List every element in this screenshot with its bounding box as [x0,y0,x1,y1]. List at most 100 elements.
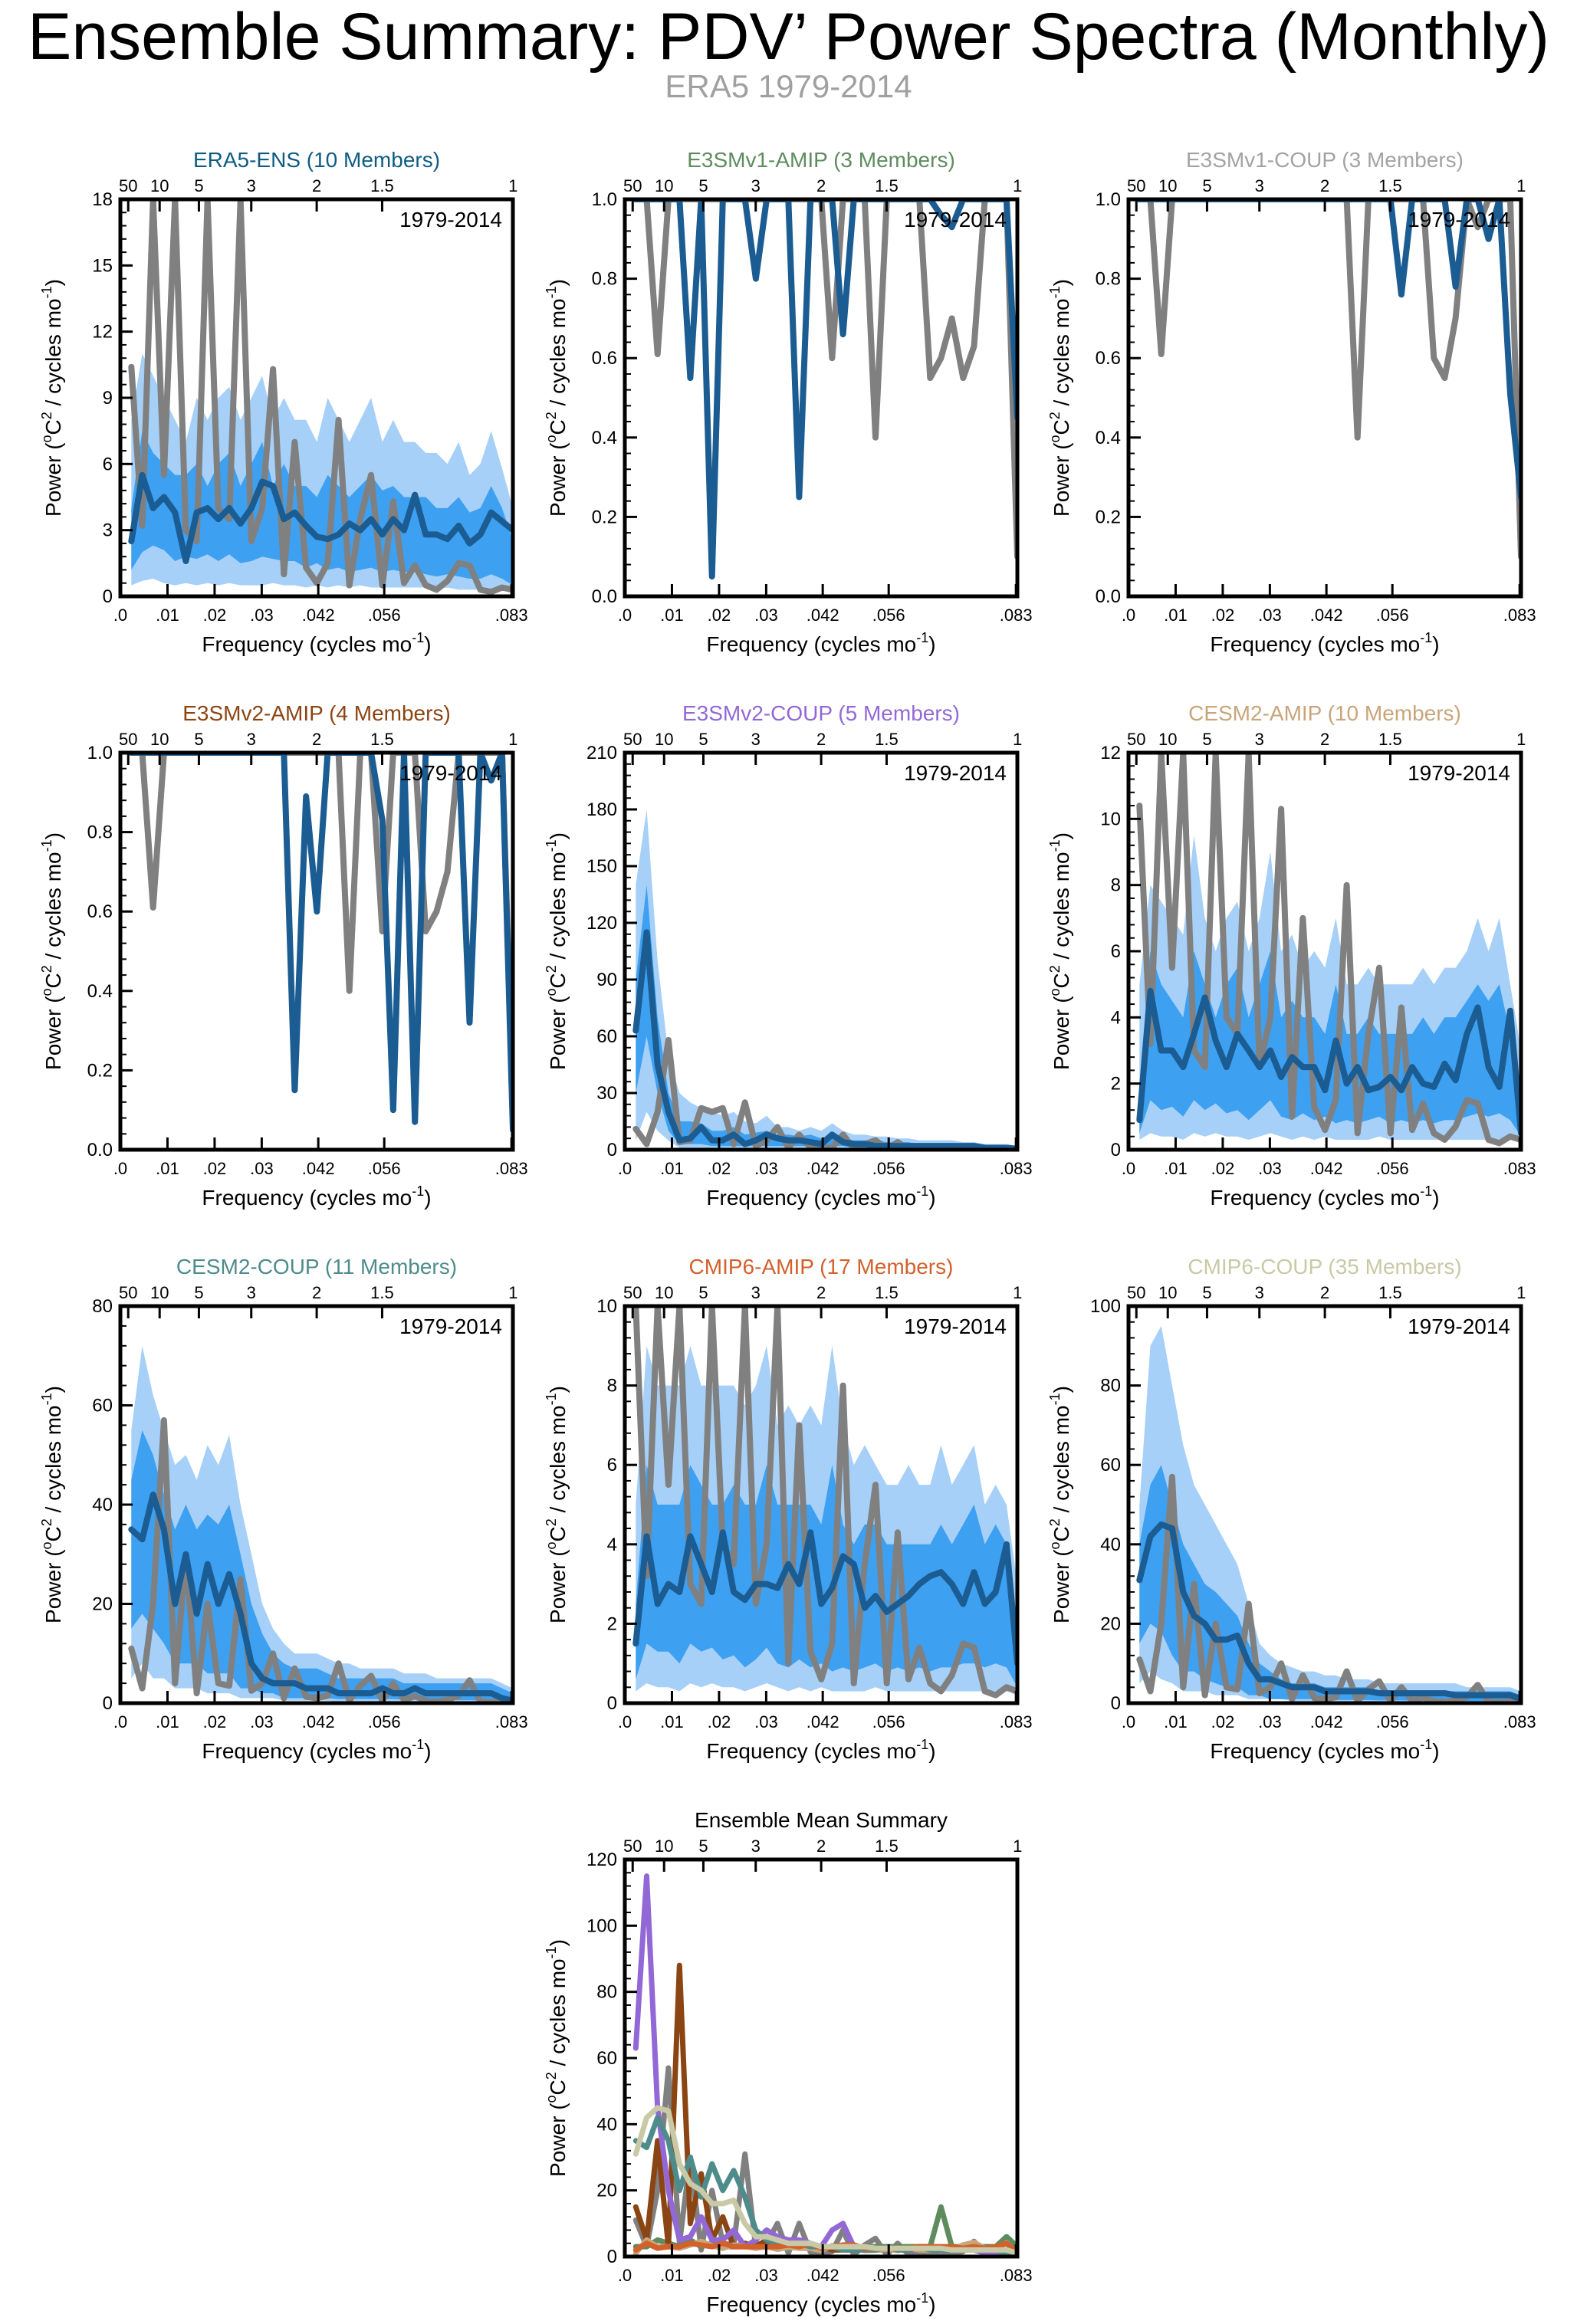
plot-area [128,1345,513,1703]
y-axis-label: Power (oC2 / cycles mo-1) [544,1939,570,2177]
plot-area [632,1873,1017,2257]
top-tick-label: 10 [1158,176,1177,195]
x-tick-label: .03 [1258,606,1282,625]
top-tick-label: 50 [119,1283,137,1302]
page-title: Ensemble Summary: PDV’ Power Spectra (Mo… [27,0,1549,74]
y-tick-label: 20 [1100,1613,1121,1634]
x-axis-label: Frequency (cycles mo-1) [1210,1737,1439,1763]
y-tick-label: 80 [92,1296,113,1317]
observation-line [128,199,513,596]
y-tick-label: 0.2 [87,1060,113,1081]
spread-band-outer [1139,1325,1521,1703]
top-tick-label: 3 [247,730,256,749]
y-tick-label: 0 [607,2247,617,2267]
y-tick-label: 9 [103,388,113,409]
x-tick-label: .0 [1122,1712,1135,1732]
top-tick-label: 5 [698,1837,708,1856]
x-tick-label: .042 [1310,1159,1343,1178]
x-tick-label: .02 [708,1159,731,1178]
y-axis-label: Power (oC2 / cycles mo-1) [1047,279,1073,517]
x-axis-label: Frequency (cycles mo-1) [202,1183,431,1210]
y-axis-label: Power (oC2 / cycles mo-1) [39,279,65,517]
top-tick-label: 10 [1158,730,1177,749]
x-tick-label: .0 [618,606,632,625]
x-tick-label: .01 [660,1712,684,1732]
x-tick-label: .01 [156,1712,179,1732]
top-tick-label: 1 [1013,730,1022,749]
x-axis-label: Frequency (cycles mo-1) [706,630,935,656]
top-tick-label: 1.5 [875,730,899,749]
y-tick-label: 40 [1100,1535,1121,1555]
y-tick-label: 40 [596,2114,617,2135]
top-tick-label: 50 [119,176,137,195]
ensemble-mean-line [1136,199,1521,501]
x-axis-label: Frequency (cycles mo-1) [706,1737,935,1763]
y-tick-label: 12 [92,322,113,343]
top-tick-label: 50 [1127,1283,1145,1302]
y-axis-label: Power (oC2 / cycles mo-1) [544,832,570,1070]
top-tick-label: 50 [623,730,642,749]
plot-area [632,1306,1017,1699]
y-tick-label: 1.0 [592,189,617,210]
top-tick-label: 3 [751,1283,761,1302]
x-tick-label: .01 [1164,1712,1188,1732]
top-tick-label: 1 [1516,730,1526,749]
model-mean-line [632,2065,1017,2257]
top-tick-label: 5 [698,1283,708,1302]
top-tick-label: 1.5 [875,1837,899,1856]
plot-frame [623,750,1020,1152]
y-tick-label: 0.0 [592,586,617,607]
x-tick-label: .01 [660,606,684,625]
top-tick-label: 2 [1320,1283,1329,1302]
x-tick-label: .0 [618,1712,632,1732]
top-tick-label: 50 [1127,730,1145,749]
observation-line [632,1306,1017,1699]
period-label: 1979-2014 [1408,761,1510,785]
plot-area [1136,199,1521,560]
x-tick-label: .02 [203,606,227,625]
top-tick-label: 1.5 [875,176,899,195]
x-tick-label: .042 [807,606,839,625]
x-tick-label: .083 [1000,606,1033,625]
y-tick-label: 40 [92,1495,113,1515]
spread-band-inner [131,1430,513,1702]
y-tick-label: 0.8 [1096,269,1121,290]
top-tick-label: 1 [1516,1283,1526,1302]
top-tick-label: 2 [312,1283,321,1302]
observation-line [632,199,1017,560]
top-tick-label: 5 [1202,730,1211,749]
x-tick-label: .01 [1164,1159,1188,1178]
y-tick-label: 1.0 [1096,189,1121,210]
y-axis-label: Power (oC2 / cycles mo-1) [544,1386,570,1623]
x-tick-label: .01 [660,2266,684,2285]
x-tick-label: .02 [708,2266,731,2285]
y-tick-label: 100 [1090,1296,1121,1317]
ensemble-mean-line [1136,987,1521,1137]
x-tick-label: .083 [1503,1159,1536,1178]
top-tick-label: 10 [150,176,169,195]
y-tick-label: 20 [92,1594,113,1615]
top-tick-label: 5 [1202,1283,1211,1302]
plot-area [632,199,1017,580]
y-tick-label: 90 [596,970,617,990]
top-tick-label: 5 [698,730,708,749]
panel-title: Ensemble Mean Summary [695,1808,948,1832]
top-tick-label: 2 [1320,176,1329,195]
y-tick-label: 120 [586,913,617,934]
x-tick-label: .042 [1310,606,1343,625]
x-tick-label: .056 [368,1159,401,1178]
x-tick-label: .056 [872,606,905,625]
y-tick-label: 0 [1111,1140,1121,1160]
y-tick-label: 12 [1100,743,1121,763]
x-axis-label: Frequency (cycles mo-1) [202,1737,431,1763]
ensemble-mean-line [632,1529,1017,1667]
top-tick-label: 2 [816,176,826,195]
x-tick-label: .056 [872,1159,905,1178]
y-tick-label: 0.0 [1096,586,1121,607]
y-tick-label: 1.0 [87,743,113,763]
x-axis-label: Frequency (cycles mo-1) [1210,630,1439,656]
x-tick-label: .02 [203,1159,227,1178]
